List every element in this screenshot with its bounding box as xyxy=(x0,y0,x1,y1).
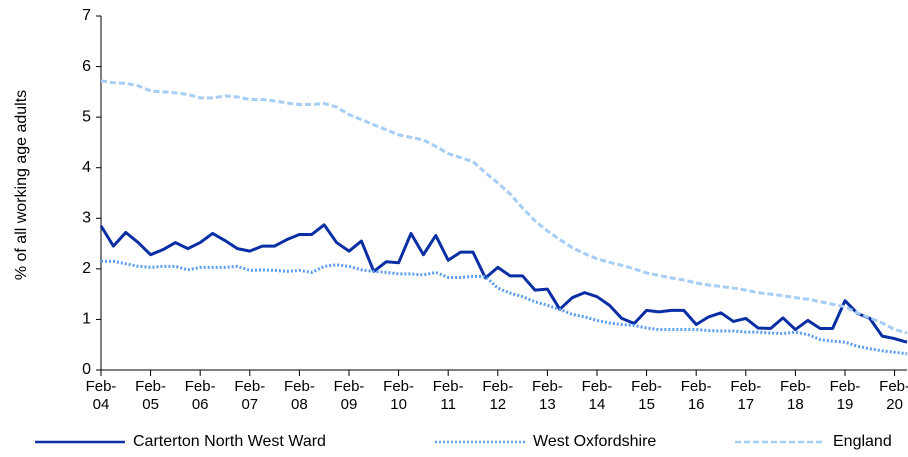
x-tick-label: Feb-15 xyxy=(631,378,663,413)
x-tick-label: Feb-12 xyxy=(482,378,514,413)
x-tick-label: Feb-13 xyxy=(531,378,563,413)
x-tick-label: Feb-20 xyxy=(879,378,908,413)
legend-label: England xyxy=(833,433,892,450)
x-tick-label: Feb-08 xyxy=(283,378,315,413)
y-tick-label: 6 xyxy=(82,58,91,75)
legend-label: West Oxfordshire xyxy=(533,433,656,450)
y-tick-label: 7 xyxy=(82,7,91,24)
series-line xyxy=(99,223,908,344)
x-tick-label: Feb-06 xyxy=(184,378,216,413)
series-line xyxy=(100,79,908,335)
x-tick-label: Feb-11 xyxy=(432,378,464,413)
x-tick-label: Feb-17 xyxy=(730,378,762,413)
x-tick-label: Feb-09 xyxy=(333,378,365,413)
x-tick-label: Feb-05 xyxy=(135,378,167,413)
y-axis-label: % of all working age adults xyxy=(13,90,30,280)
series-line xyxy=(101,259,908,356)
y-tick-label: 2 xyxy=(82,260,91,277)
y-tick-label: 3 xyxy=(82,210,91,227)
x-tick-label: Feb-10 xyxy=(383,378,415,413)
y-tick-label: 4 xyxy=(82,159,91,176)
x-tick-label: Feb-19 xyxy=(829,378,861,413)
x-tick-label: Feb-18 xyxy=(779,378,811,413)
x-tick-label: Feb-07 xyxy=(234,378,266,413)
x-tick-label: Feb-04 xyxy=(85,378,117,413)
y-tick-label: 1 xyxy=(82,311,91,328)
x-tick-label: Feb-16 xyxy=(680,378,712,413)
legend-label: Carterton North West Ward xyxy=(133,433,326,450)
y-tick-label: 0 xyxy=(82,361,91,378)
y-tick-label: 5 xyxy=(82,108,91,125)
x-tick-label: Feb-14 xyxy=(581,378,613,413)
